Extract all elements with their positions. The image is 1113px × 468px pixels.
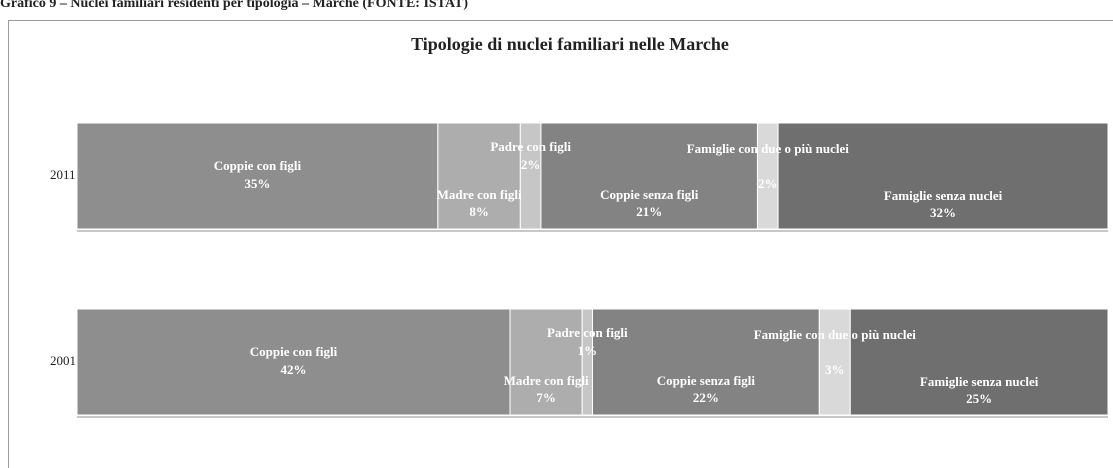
- segment-value-label: 25%: [966, 391, 992, 406]
- segment-name: Madre con figli: [437, 187, 522, 202]
- segment-name: Padre con figli: [547, 325, 628, 340]
- bar-segment: [540, 122, 758, 230]
- segment-name: Coppie con figli: [214, 158, 302, 173]
- chart-title: Tipologie di nuclei familiari nelle Marc…: [411, 34, 729, 54]
- segment-value-label: 7%: [536, 390, 556, 405]
- segment-value-label: 3%: [825, 362, 845, 377]
- segment-name: Coppie senza figli: [657, 373, 756, 388]
- bar-segment: [592, 308, 820, 416]
- segment-value-label: 2%: [521, 157, 541, 172]
- bar-segment: [509, 308, 583, 416]
- segment-value-label: 2%: [758, 176, 778, 191]
- segment-name: Coppie senza figli: [600, 187, 699, 202]
- segment-name: Famiglie con due o più nuclei: [754, 327, 917, 342]
- bar-segment: [777, 122, 1109, 230]
- segment-value-label: 35%: [244, 176, 270, 191]
- segment-value-label: 42%: [281, 362, 307, 377]
- bar-segment: [437, 122, 521, 230]
- segment-name: Madre con figli: [504, 373, 589, 388]
- segment-value-label: 1%: [578, 343, 598, 358]
- segment-value-label: 32%: [930, 205, 956, 220]
- caption: Grafico 9 – Nuclei familiari residenti p…: [0, 0, 468, 11]
- segment-value-label: 8%: [469, 204, 489, 219]
- chart-frame: [8, 20, 1113, 468]
- segment-name: Famiglie con due o più nuclei: [687, 141, 850, 156]
- y-tick-label: 2011: [50, 167, 76, 182]
- segment-value-label: 22%: [693, 390, 719, 405]
- segment-name: Coppie con figli: [250, 344, 338, 359]
- bar-segment: [849, 308, 1109, 416]
- segment-value-label: 21%: [636, 204, 662, 219]
- y-tick-label: 2001: [50, 353, 76, 368]
- segment-name: Famiglie senza nuclei: [884, 188, 1003, 203]
- segment-name: Famiglie senza nuclei: [920, 374, 1039, 389]
- segment-name: Padre con figli: [490, 139, 571, 154]
- bar-segment: [818, 308, 851, 416]
- bar-segment: [76, 308, 511, 416]
